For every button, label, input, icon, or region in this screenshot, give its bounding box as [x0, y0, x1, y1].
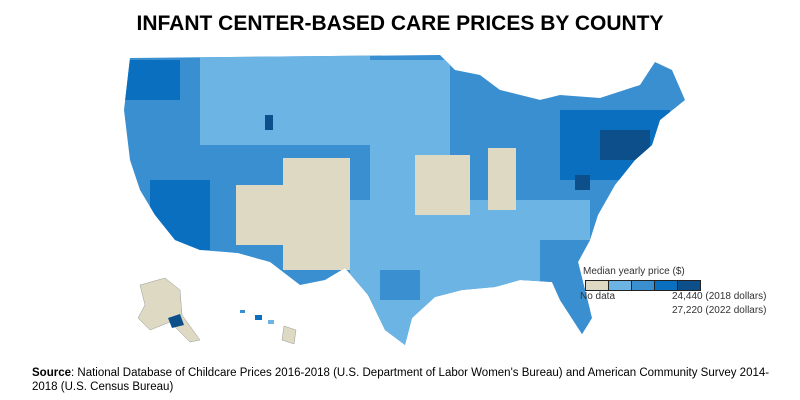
no-data-region-indiana: [488, 148, 516, 210]
map-title: INFANT CENTER-BASED CARE PRICES BY COUNT…: [136, 12, 664, 35]
hawaii: [240, 310, 297, 345]
no-data-region-missouri: [415, 155, 470, 215]
legend-swatch-4: [678, 281, 700, 290]
source-text: : National Database of Childcare Prices …: [32, 367, 770, 393]
legend-swatch-1: [609, 281, 632, 290]
legend-title: Median yearly price ($): [583, 266, 685, 277]
contiguous-us: [124, 55, 685, 345]
source-note: Source: National Database of Childcare P…: [32, 366, 782, 394]
no-data-region-colorado: [283, 158, 350, 270]
source-label: Source: [32, 367, 71, 379]
legend-no-data-label: No data: [580, 291, 616, 302]
legend-max-2022: 27,220 (2022 dollars): [672, 305, 767, 316]
legend-swatch-3: [655, 281, 678, 290]
legend-max-2018: 24,440 (2018 dollars): [672, 291, 767, 302]
legend-color-scale: [585, 280, 701, 291]
legend-swatch-2: [632, 281, 655, 290]
alaska: [137, 277, 201, 343]
legend-swatch-no-data: [586, 281, 609, 290]
